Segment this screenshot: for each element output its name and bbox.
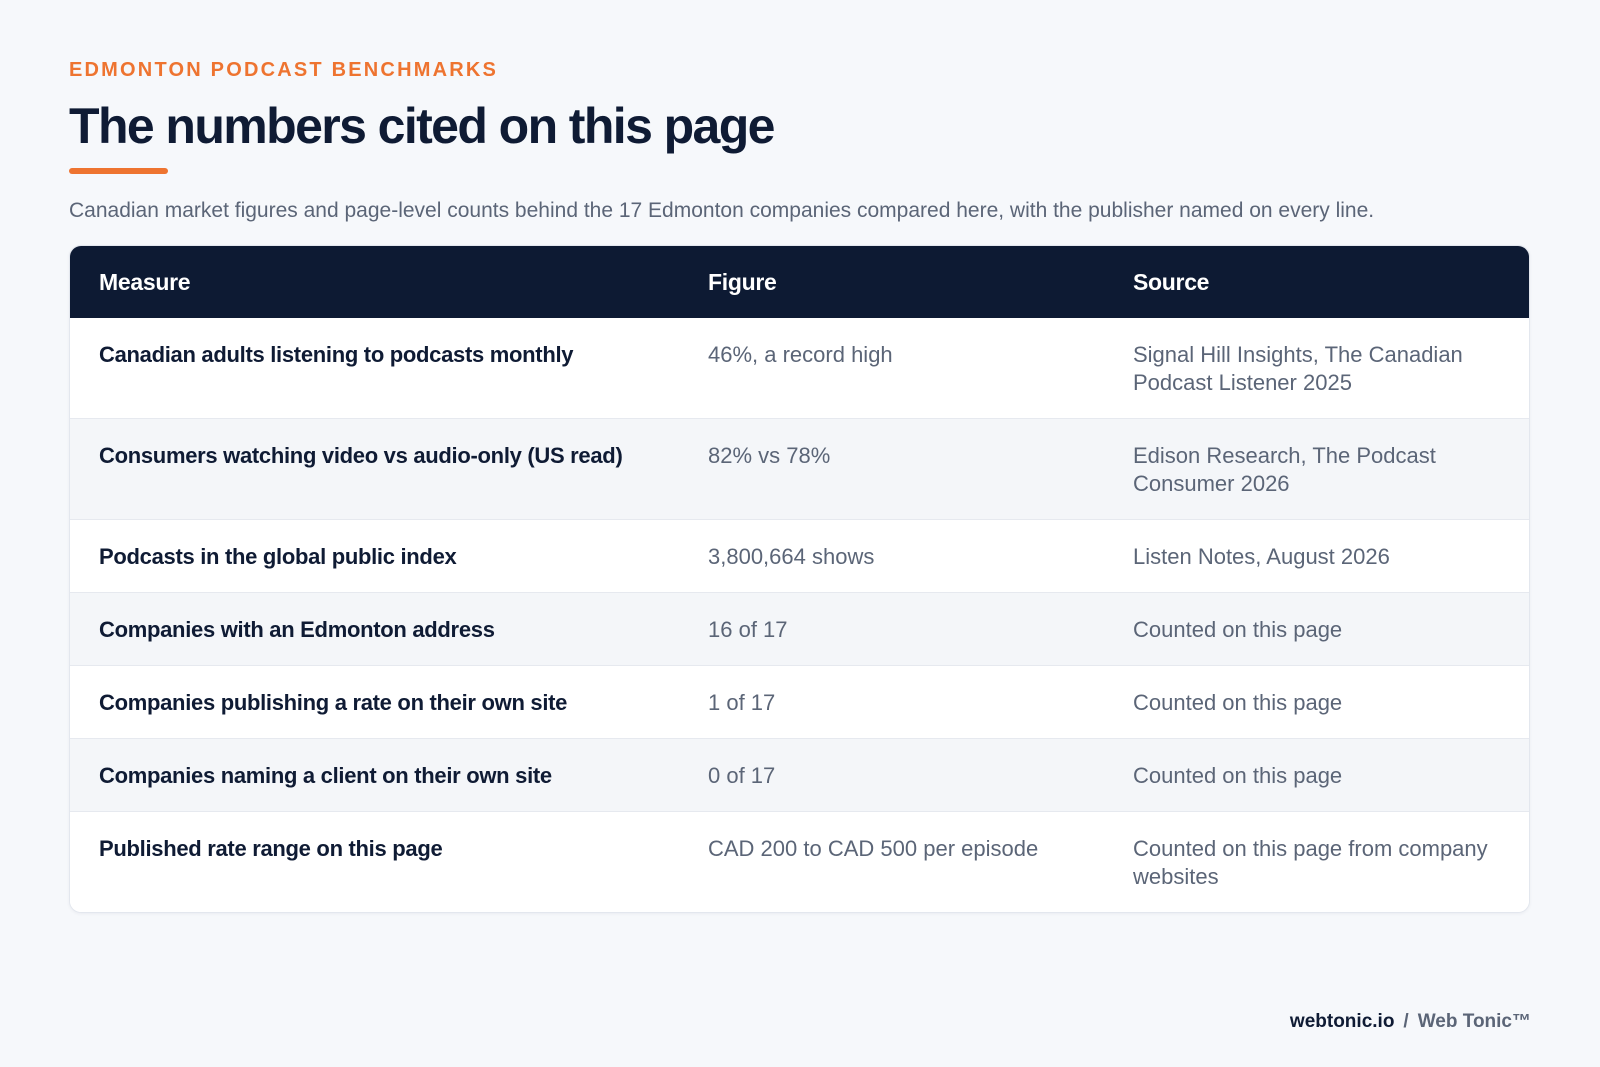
measure-cell: Podcasts in the global public index — [70, 519, 679, 593]
table-row: Canadian adults listening to podcasts mo… — [70, 318, 1529, 419]
table-header-row: Measure Figure Source — [70, 246, 1529, 318]
footer-brand: Web Tonic™ — [1417, 1011, 1531, 1032]
measure-cell: Companies with an Edmonton address — [70, 592, 679, 666]
figure-cell: CAD 200 to CAD 500 per episode — [679, 811, 1104, 912]
source-cell: Counted on this page — [1104, 665, 1529, 739]
table-row: Companies with an Edmonton address 16 of… — [70, 592, 1529, 666]
column-header-measure: Measure — [99, 268, 191, 295]
figure-cell: 82% vs 78% — [679, 418, 1104, 520]
figure-cell: 1 of 17 — [679, 665, 1104, 739]
footer-separator: / — [1403, 1011, 1409, 1032]
table-row: Consumers watching video vs audio-only (… — [70, 418, 1529, 520]
table-row: Published rate range on this page CAD 20… — [70, 811, 1529, 912]
benchmarks-page: EDMONTON PODCAST BENCHMARKS The numbers … — [69, 58, 1530, 913]
page-title: The numbers cited on this page — [69, 98, 775, 154]
measure-cell: Canadian adults listening to podcasts mo… — [99, 342, 574, 367]
measure-cell: Companies naming a client on their own s… — [70, 738, 679, 812]
source-cell: Counted on this page — [1104, 738, 1529, 812]
measure-cell: Companies publishing a rate on their own… — [70, 665, 679, 739]
source-cell: Signal Hill Insights, The Canadian Podca… — [1133, 342, 1463, 395]
eyebrow-label: EDMONTON PODCAST BENCHMARKS — [69, 59, 499, 81]
column-header-source: Source — [1133, 268, 1210, 295]
benchmarks-table-card: Measure Figure Source Canadian adults li… — [69, 245, 1530, 913]
table-body: Canadian adults listening to podcasts mo… — [70, 318, 1529, 912]
source-cell: Listen Notes, August 2026 — [1104, 519, 1529, 593]
source-cell: Counted on this page from company websit… — [1104, 811, 1529, 912]
table-header: Measure Figure Source — [70, 246, 1529, 318]
table-row: Companies naming a client on their own s… — [70, 738, 1529, 812]
figure-cell: 3,800,664 shows — [679, 519, 1104, 593]
table-row: Podcasts in the global public index 3,80… — [70, 519, 1529, 593]
footer-credit: webtonic.io / Web Tonic™ — [1290, 1010, 1531, 1034]
table-row: Companies publishing a rate on their own… — [70, 665, 1529, 739]
title-accent-rule — [69, 168, 168, 174]
figure-cell: 0 of 17 — [679, 738, 1104, 812]
benchmarks-table: Measure Figure Source Canadian adults li… — [70, 246, 1529, 912]
page-subtitle: Canadian market figures and page-level c… — [69, 199, 1375, 222]
footer-domain: webtonic.io — [1289, 1011, 1395, 1032]
measure-cell: Published rate range on this page — [70, 811, 679, 912]
figure-cell: 46%, a record high — [708, 342, 893, 367]
source-cell: Edison Research, The Podcast Consumer 20… — [1104, 418, 1529, 520]
figure-cell: 16 of 17 — [679, 592, 1104, 666]
source-cell: Counted on this page — [1104, 592, 1529, 666]
measure-cell: Consumers watching video vs audio-only (… — [70, 418, 679, 520]
column-header-figure: Figure — [708, 268, 777, 295]
